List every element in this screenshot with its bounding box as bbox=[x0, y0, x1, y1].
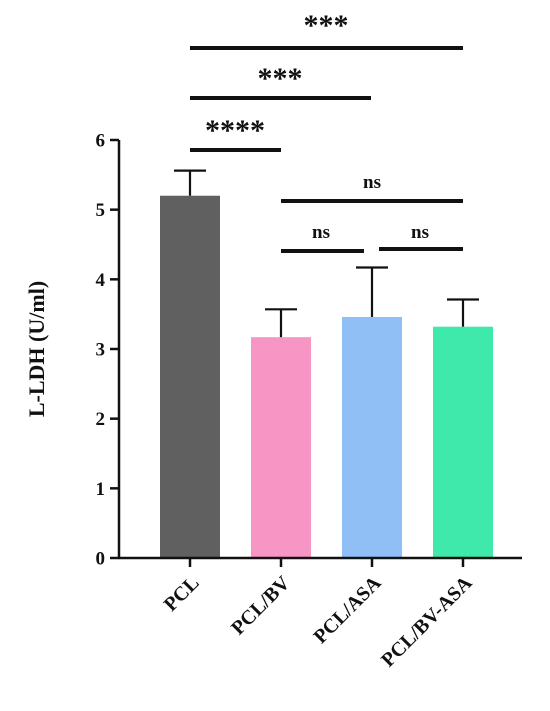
x-tick-label: PCL/ASA bbox=[309, 572, 385, 648]
y-tick-label: 4 bbox=[96, 270, 106, 291]
significance-label-5: ns bbox=[411, 222, 429, 243]
y-tick-label: 6 bbox=[96, 131, 106, 152]
y-axis-label: L-LDH (U/ml) bbox=[24, 281, 49, 417]
bar-1 bbox=[251, 337, 311, 558]
y-tick-label: 1 bbox=[96, 479, 106, 500]
y-tick-label: 3 bbox=[96, 340, 106, 361]
x-tick-label: PCL/BV bbox=[227, 572, 295, 640]
significance-label-3: ns bbox=[363, 172, 381, 193]
y-tick-label: 2 bbox=[96, 409, 106, 430]
significance-label-4: ns bbox=[312, 222, 330, 243]
x-tick-label: PCL/BV-ASA bbox=[377, 572, 477, 672]
y-tick-label: 5 bbox=[96, 200, 106, 221]
y-tick-label: 0 bbox=[96, 549, 106, 570]
x-tick-label: PCL bbox=[160, 572, 204, 616]
bar-2 bbox=[342, 316, 402, 558]
significance-label-0: *** bbox=[304, 9, 349, 42]
bar-0 bbox=[160, 195, 220, 558]
bar-3 bbox=[433, 326, 493, 558]
significance-label-1: *** bbox=[258, 62, 303, 95]
significance-label-2: **** bbox=[205, 114, 265, 147]
